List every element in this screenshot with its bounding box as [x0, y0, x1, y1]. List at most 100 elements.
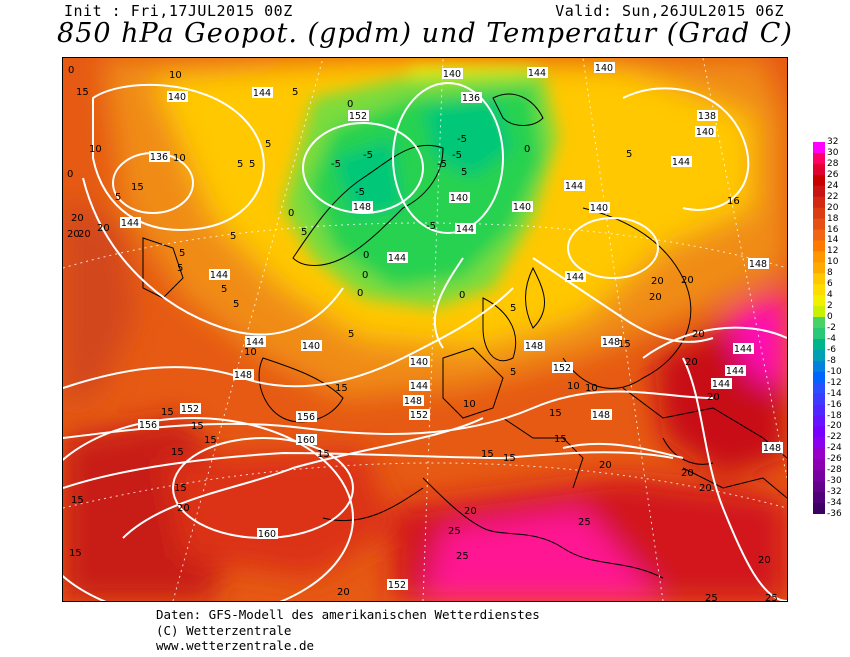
color-scale-label: 10 [827, 257, 839, 268]
geopotential-value: 140 [302, 341, 320, 352]
temperature-label: 10 [169, 70, 182, 81]
temperature-label: 20 [707, 392, 720, 403]
temperature-label: 16 [727, 196, 740, 207]
geopotential-label: 160 [257, 528, 278, 540]
geopotential-label: 138 [697, 110, 718, 122]
color-scale-label: 8 [827, 268, 833, 279]
temperature-label: 15 [549, 408, 562, 419]
geopotential-value: 140 [595, 63, 613, 74]
color-scale-swatch [813, 251, 825, 263]
geopotential-label: 144 [209, 269, 230, 281]
geopotential-label: 156 [138, 419, 159, 431]
color-scale-swatch [813, 349, 825, 362]
color-scale-label: -28 [827, 465, 842, 476]
color-scale-label: -30 [827, 476, 842, 487]
temperature-label: 0 [347, 99, 353, 110]
color-scale-label: -24 [827, 443, 842, 454]
geopotential-label: 140 [512, 201, 533, 213]
valid-time: Valid: Sun,26JUL2015 06Z [555, 2, 784, 20]
geopotential-value: 140 [590, 203, 608, 214]
color-scale-swatch [813, 437, 825, 449]
temperature-label: 20 [78, 229, 91, 240]
temperature-label: 0 [67, 169, 73, 180]
color-scale-label: 22 [827, 191, 839, 202]
color-scale-label: -4 [827, 333, 836, 344]
geopotential-value: 148 [404, 396, 422, 407]
color-scale-swatch [813, 503, 825, 514]
temperature-label: 20 [97, 223, 110, 234]
geopotential-isolines [63, 82, 787, 601]
geopotential-label: 136 [149, 151, 170, 163]
temperature-label: 5 [179, 248, 185, 259]
geopotential-value: 152 [181, 404, 199, 415]
color-scale-label: -8 [827, 355, 836, 366]
color-scale-label: -26 [827, 454, 842, 465]
temperature-label: 5 [115, 192, 121, 203]
color-scale-label: 4 [827, 290, 833, 301]
footer-url[interactable]: www.wetterzentrale.de [156, 638, 315, 653]
geopotential-label: 140 [409, 356, 430, 368]
geopotential-label: 140 [301, 340, 322, 352]
temperature-label: 15 [131, 182, 144, 193]
color-scale-label: -32 [827, 487, 842, 498]
geopotential-label: 144 [245, 336, 266, 348]
geopotential-value: 156 [297, 412, 315, 423]
color-scale-swatch [813, 328, 825, 340]
temperature-label: 20 [681, 275, 694, 286]
temperature-label: 20 [685, 357, 698, 368]
color-scale-swatch [813, 207, 825, 220]
temperature-label: 15 [335, 383, 348, 394]
geopotential-value: 144 [410, 381, 428, 392]
temperature-label: 15 [171, 447, 184, 458]
color-scale-swatch [813, 426, 825, 438]
temperature-label: 15 [71, 495, 84, 506]
temperature-field [63, 58, 787, 601]
geopotential-value: 144 [726, 366, 744, 377]
temperature-label: 5 [292, 87, 298, 98]
temperature-label: 0 [459, 290, 465, 301]
color-scale-swatch [813, 382, 825, 395]
color-scale-label: 0 [827, 312, 833, 323]
geopotential-value: 148 [525, 341, 543, 352]
color-scale-swatch [813, 295, 825, 307]
color-scale-swatch [813, 371, 825, 384]
geopotential-label: 148 [403, 395, 424, 407]
geopotential-value: 152 [349, 111, 367, 122]
color-scale-label: -34 [827, 498, 842, 509]
color-scale-label: -14 [827, 388, 842, 399]
temperature-label: 15 [481, 449, 494, 460]
color-scale-swatch [813, 218, 825, 231]
geopotential-label: 148 [601, 336, 622, 348]
color-scale-swatch [813, 393, 825, 406]
geopotential-value: 152 [553, 363, 571, 374]
geopotential-labels: 140 144 140 144 140 136 152 136 138 140 144 140 144 1… [120, 62, 783, 591]
temperature-label: 20 [464, 506, 477, 517]
color-scale-swatch [813, 470, 825, 482]
temperature-label: 15 [554, 434, 567, 445]
temperature-label: 20 [71, 213, 84, 224]
color-scale-label: 14 [827, 235, 839, 246]
footer: Daten: GFS-Modell des amerikanischen Wet… [156, 607, 540, 654]
geopotential-value: 144 [565, 181, 583, 192]
color-scale-label: 24 [827, 180, 839, 191]
geopotential-value: 160 [297, 435, 315, 446]
color-scale-label: 30 [827, 147, 839, 158]
temperature-label: 10 [89, 144, 102, 155]
temperature-label: 5 [221, 284, 227, 295]
temperature-label: 20 [67, 229, 80, 240]
geopotential-label: 148 [591, 409, 612, 421]
color-scale-swatch [813, 459, 825, 471]
geopotential-label: 140 [594, 62, 615, 74]
geopotential-value: 144 [566, 272, 584, 283]
color-scale-swatch [813, 152, 825, 165]
temperature-label: -5 [457, 134, 467, 145]
temperature-label: 15 [69, 548, 82, 559]
temperature-label: -5 [452, 150, 462, 161]
temperature-label: 20 [692, 329, 705, 340]
color-scale-swatch [813, 284, 825, 296]
temperature-label: 5 [233, 299, 239, 310]
geopotential-label: 136 [461, 92, 482, 104]
temperature-label: -5 [363, 150, 373, 161]
geopotential-value: 148 [602, 337, 620, 348]
color-scale-label: -18 [827, 410, 842, 421]
